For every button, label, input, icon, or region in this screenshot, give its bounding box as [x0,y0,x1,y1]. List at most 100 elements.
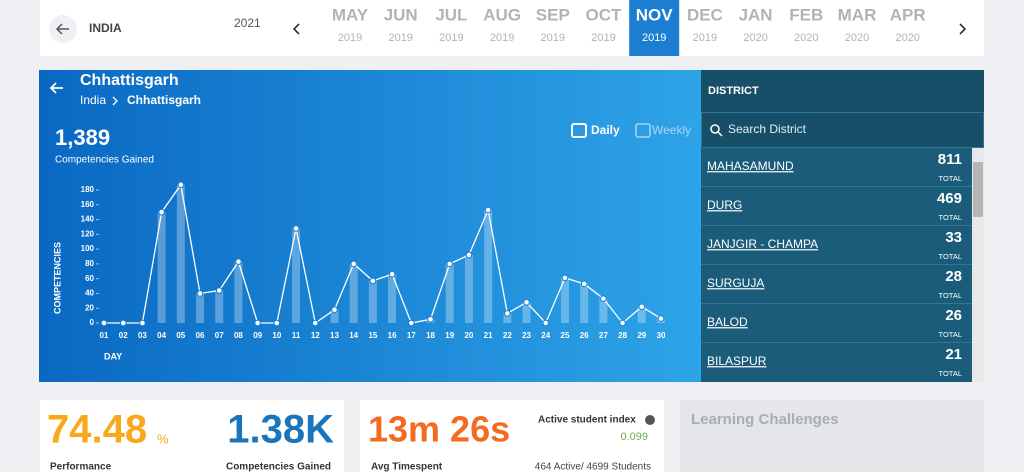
y-tick-label: 160 [81,200,95,209]
district-name[interactable]: JANJGIR - CHAMPA [707,237,818,251]
info-icon[interactable] [645,415,655,425]
back-icon [55,23,69,35]
panel-back[interactable] [49,82,63,94]
card-performance [40,400,344,472]
district-name[interactable]: BALOD [707,315,748,329]
district-total-label: TOTAL [939,291,962,300]
point [600,295,607,302]
point [177,181,185,189]
month-name[interactable]: JAN [739,5,773,24]
active-index-value: 0.099 [620,431,648,443]
month-name[interactable]: DEC [687,5,723,24]
month-tabs: MAY 2019 JUN 2019 JUL 2019 AUG 2019 SEP 2019 OCT 20… [332,0,926,56]
x-tick-label: 25 [561,331,570,340]
x-tick-label: 28 [618,331,627,340]
month-year[interactable]: 2020 [794,32,818,44]
month-name[interactable]: MAY [332,5,369,24]
bar [330,309,339,323]
x-tick-label: 27 [599,331,608,340]
scroll-thumb[interactable] [973,162,983,217]
timespent-label: Avg Timespent [371,462,443,472]
month-name[interactable]: MAR [838,5,877,24]
district-value: 21 [945,346,962,363]
country[interactable]: INDIA [89,21,122,35]
active-index-label: Active student index [538,415,636,426]
bar [599,298,608,323]
daily-toggle[interactable]: Daily [591,123,620,137]
bar [445,263,454,323]
bar [464,255,473,323]
point [408,319,415,327]
district-name[interactable]: SURGUJA [707,276,764,290]
district-total-label: TOTAL [939,213,962,222]
x-tick-label: 13 [330,331,339,340]
month-year[interactable]: 2020 [845,32,869,44]
month-year[interactable]: 2020 [743,32,767,44]
month-year[interactable]: 2019 [490,32,514,44]
district-total-label: TOTAL [939,252,962,261]
x-tick-label: 29 [637,331,646,340]
month-name[interactable]: APR [890,5,926,24]
bar [484,209,493,323]
x-tick-label: 03 [138,331,147,340]
point [484,206,492,214]
month-year[interactable]: 2020 [895,32,919,44]
next-button[interactable] [959,23,967,35]
month-year[interactable]: 2019 [693,32,717,44]
point [119,319,127,327]
students-count: 464 Active/ 4699 Students [535,462,651,472]
point [542,319,550,327]
month-year[interactable]: 2019 [388,32,412,44]
month-year[interactable]: 2019 [591,32,615,44]
bar [560,277,569,323]
district-name[interactable]: BILASPUR [707,354,767,368]
district-header-bg [701,70,984,112]
month-name[interactable]: JUL [435,5,467,24]
point [139,319,146,327]
point [215,287,223,294]
bar [503,313,512,323]
month-name[interactable]: OCT [586,5,623,24]
x-tick-label: 16 [388,331,397,340]
search-box[interactable] [701,112,984,148]
month-year[interactable]: 2019 [642,32,666,44]
x-tick-label: 09 [253,331,262,340]
search-icon [710,124,720,134]
x-tick-label: 20 [464,331,473,340]
point [465,251,473,259]
district-name[interactable]: MAHASAMUND [707,159,794,173]
year[interactable]: 2021 [234,16,261,30]
month-year[interactable]: 2019 [439,32,463,44]
bar [196,293,205,323]
bar [349,263,358,323]
bar [522,302,531,323]
x-tick-label: 11 [292,331,301,340]
x-tick-label: 02 [119,331,128,340]
weekly-toggle[interactable]: Weekly [652,123,691,137]
x-tick-label: 19 [445,331,454,340]
point [638,303,646,311]
learning-title: Learning Challenges [691,411,839,428]
month-name[interactable]: JUN [384,5,418,24]
x-axis-label: DAY [104,351,122,361]
district-name[interactable]: DURG [707,198,742,212]
month-year[interactable]: 2019 [338,32,362,44]
x-tick-label: 22 [503,331,512,340]
prev-button[interactable] [292,23,300,35]
month-name[interactable]: NOV [636,5,674,24]
month-name[interactable]: FEB [789,5,823,24]
competencies-label: Competencies Gained [226,462,331,472]
bar [368,280,377,323]
point [369,277,377,285]
bar [637,306,646,323]
month-name[interactable]: AUG [483,5,521,24]
x-tick-label: 17 [407,331,416,340]
competencies-value: 1.38K [227,408,334,452]
total-label: Competencies Gained [55,155,154,166]
y-tick-label: 0 [90,318,95,327]
breadcrumb-root[interactable]: India [80,93,106,107]
search-placeholder: Search District [728,122,807,136]
month-year[interactable]: 2019 [541,32,565,44]
district-value: 26 [945,307,962,324]
month-name[interactable]: SEP [536,5,570,24]
